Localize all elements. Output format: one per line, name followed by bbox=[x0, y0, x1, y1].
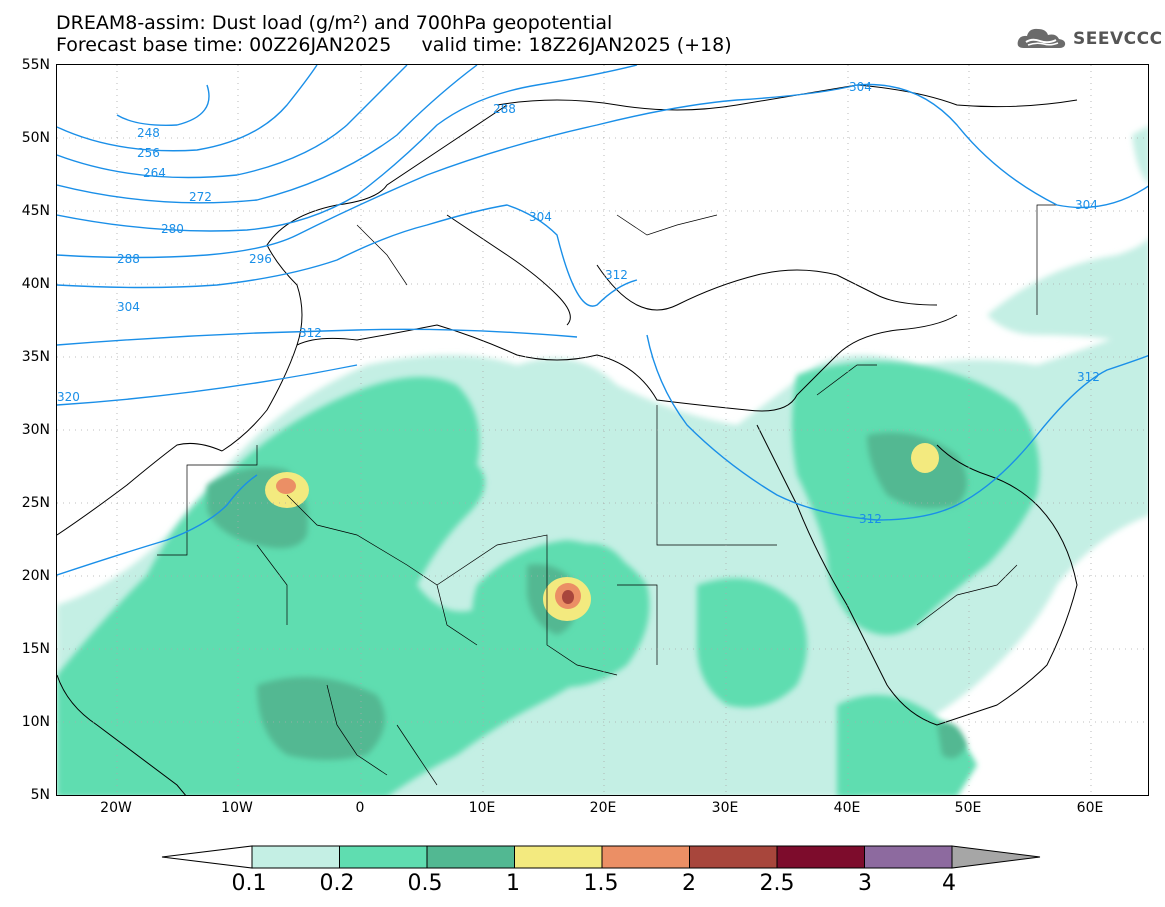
colorbar-label: 3 bbox=[858, 871, 872, 896]
contour-labels: 248 256 264 272 280 288 296 304 312 320 … bbox=[57, 80, 1100, 526]
cloud-icon bbox=[1017, 28, 1066, 48]
colorbar-label: 2.5 bbox=[759, 871, 795, 896]
contour-label: 296 bbox=[249, 252, 272, 266]
lat-label-15n: 15N bbox=[21, 641, 50, 657]
country-borders bbox=[157, 204, 1057, 786]
colorbar-label: 0.1 bbox=[231, 871, 267, 896]
lon-label-0: 0 bbox=[355, 800, 365, 816]
lon-label-20w: 20W bbox=[100, 800, 132, 816]
colorbar-swatch bbox=[864, 845, 953, 869]
lon-label-10e: 10E bbox=[468, 800, 496, 816]
contour-label: 312 bbox=[299, 326, 322, 340]
contour-label: 312 bbox=[605, 268, 628, 282]
lat-label-30n: 30N bbox=[21, 422, 50, 438]
colorbar-swatch bbox=[339, 845, 428, 869]
contour-label: 320 bbox=[57, 390, 80, 404]
colorbar-boxes bbox=[251, 845, 953, 869]
lat-label-55n: 55N bbox=[21, 57, 50, 73]
geopotential-contours bbox=[57, 65, 1148, 576]
colorbar-over bbox=[951, 845, 1041, 869]
contour-label: 272 bbox=[189, 190, 212, 204]
colorbar-swatch bbox=[776, 845, 865, 869]
colorbar-label: 0.5 bbox=[407, 871, 443, 896]
contour-label: 248 bbox=[137, 126, 160, 140]
colorbar-label: 2 bbox=[682, 871, 696, 896]
lat-label-20n: 20N bbox=[21, 568, 50, 584]
seevccc-logo: SEEVCCC bbox=[1016, 26, 1163, 52]
contour-label: 280 bbox=[161, 222, 184, 236]
colorbar bbox=[161, 845, 1041, 869]
colorbar-swatch bbox=[251, 845, 340, 869]
colorbar-label: 1 bbox=[506, 871, 520, 896]
lat-label-45n: 45N bbox=[21, 203, 50, 219]
dust-hotspots bbox=[265, 443, 939, 621]
contour-label: 288 bbox=[117, 252, 140, 266]
colorbar-label: 4 bbox=[942, 871, 956, 896]
contour-label: 312 bbox=[859, 512, 882, 526]
lat-label-25n: 25N bbox=[21, 495, 50, 511]
lat-label-35n: 35N bbox=[21, 349, 50, 365]
contour-label: 304 bbox=[529, 210, 552, 224]
lon-label-50e: 50E bbox=[954, 800, 982, 816]
lat-label-50n: 50N bbox=[21, 130, 50, 146]
graticule bbox=[57, 65, 1148, 795]
contour-label: 304 bbox=[117, 300, 140, 314]
contour-label: 288 bbox=[493, 102, 516, 116]
colorbar-swatch bbox=[689, 845, 778, 869]
colorbar-swatch bbox=[601, 845, 690, 869]
lon-label-20e: 20E bbox=[589, 800, 617, 816]
lon-label-60e: 60E bbox=[1076, 800, 1104, 816]
map-title: DREAM8-assim: Dust load (g/m²) and 700hP… bbox=[56, 12, 613, 34]
map-subtitle: Forecast base time: 00Z26JAN2025 valid t… bbox=[56, 34, 732, 56]
logo-text: SEEVCCC bbox=[1073, 29, 1163, 49]
map-panel: 248 256 264 272 280 288 296 304 312 320 … bbox=[56, 64, 1149, 796]
contour-label: 256 bbox=[137, 146, 160, 160]
colorbar-label: 1.5 bbox=[583, 871, 619, 896]
lon-label-10w: 10W bbox=[221, 800, 253, 816]
colorbar-under bbox=[161, 845, 253, 869]
lat-label-10n: 10N bbox=[21, 714, 50, 730]
colorbar-swatch bbox=[514, 845, 603, 869]
contour-label: 304 bbox=[849, 80, 872, 94]
colorbar-swatch bbox=[426, 845, 515, 869]
contour-label: 304 bbox=[1075, 198, 1098, 212]
colorbar-label: 0.2 bbox=[319, 871, 355, 896]
lon-label-40e: 40E bbox=[833, 800, 861, 816]
dust-map: 248 256 264 272 280 288 296 304 312 320 … bbox=[57, 65, 1148, 795]
contour-label: 264 bbox=[143, 166, 166, 180]
lat-label-5n: 5N bbox=[30, 787, 50, 803]
lon-label-30e: 30E bbox=[711, 800, 739, 816]
contour-label: 312 bbox=[1077, 370, 1100, 384]
lat-label-40n: 40N bbox=[21, 276, 50, 292]
